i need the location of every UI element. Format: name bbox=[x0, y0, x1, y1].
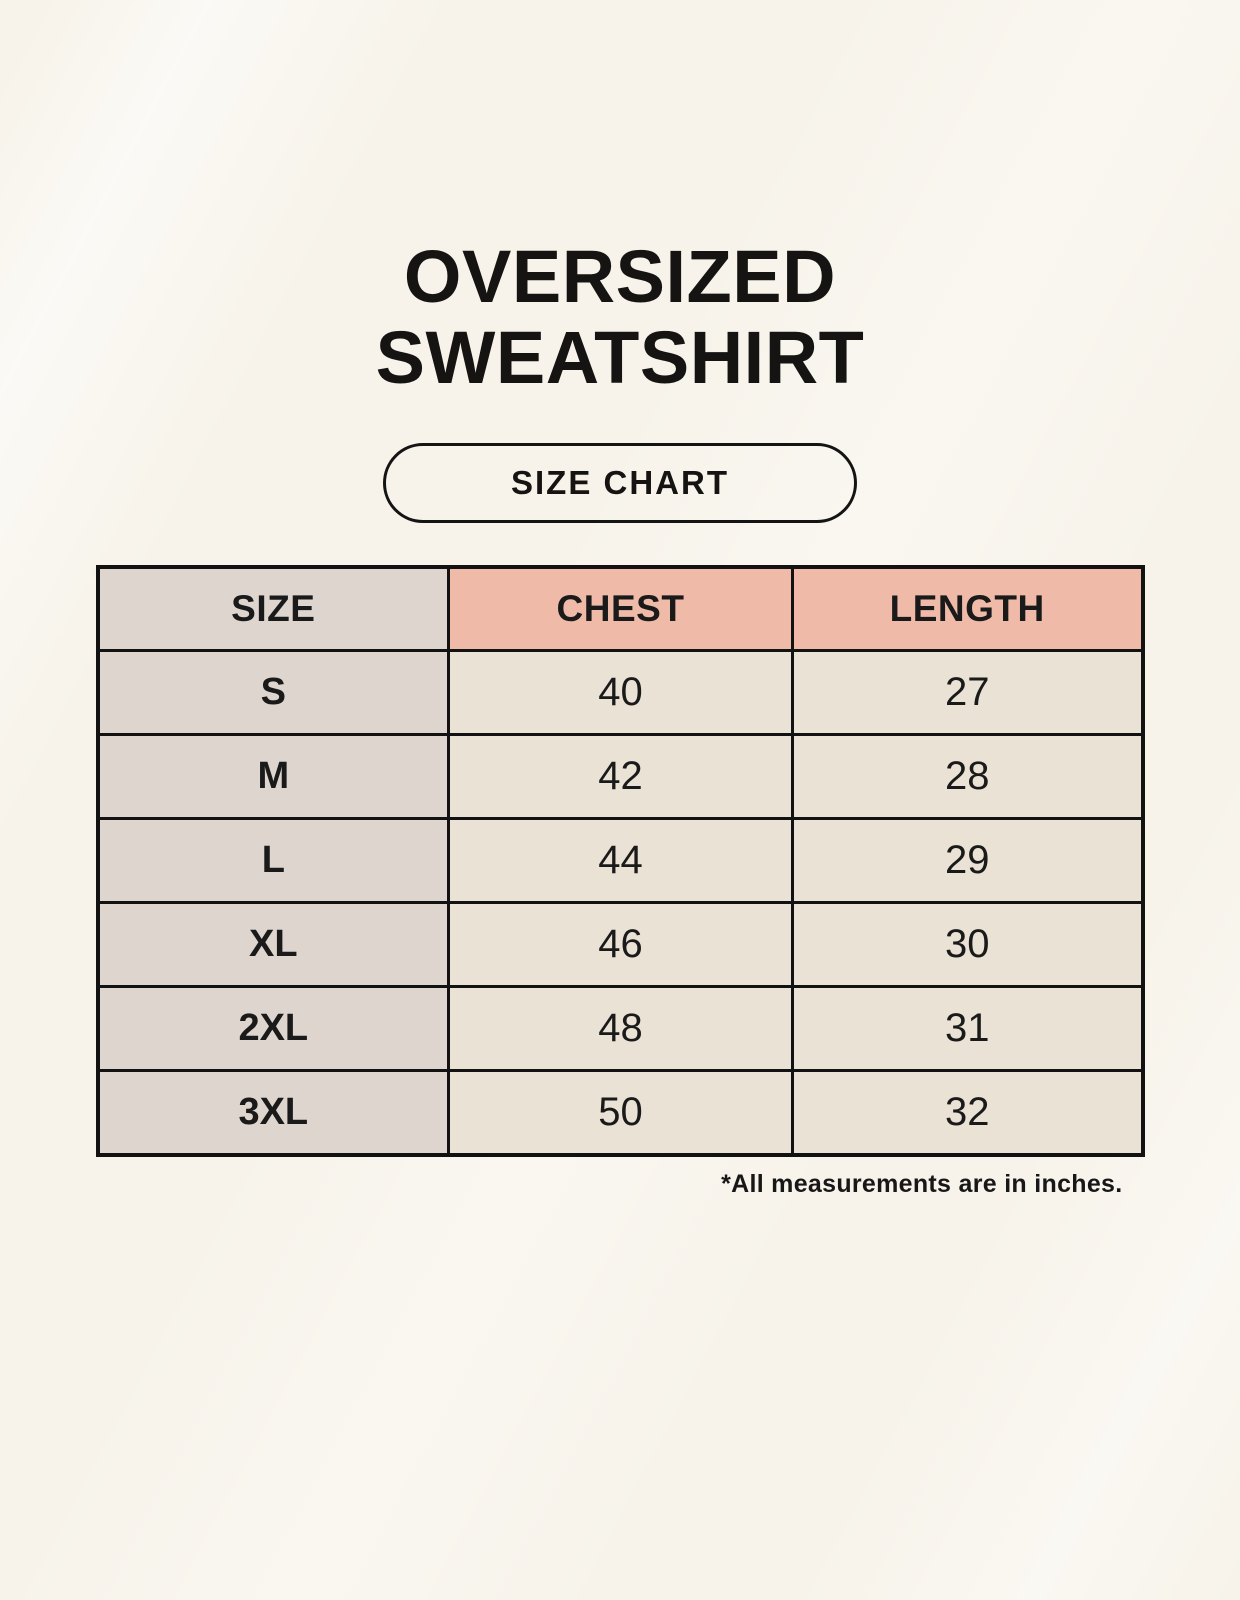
column-header-length: LENGTH bbox=[790, 565, 1145, 653]
table-row-s: S 40 27 bbox=[95, 649, 1145, 737]
size-label: L bbox=[95, 817, 451, 905]
size-chart-badge: SIZE CHART bbox=[383, 442, 857, 523]
length-value: 27 bbox=[790, 649, 1145, 737]
size-label: S bbox=[95, 649, 451, 737]
product-title: OVERSIZED SWEATSHIRT bbox=[0, 236, 1240, 399]
table-row-m: M 42 28 bbox=[95, 733, 1145, 821]
length-value: 32 bbox=[790, 1069, 1145, 1157]
size-chart-badge-label: SIZE CHART bbox=[511, 463, 729, 501]
length-value: 31 bbox=[790, 985, 1145, 1073]
chest-value: 42 bbox=[447, 733, 794, 821]
size-label: 3XL bbox=[95, 1069, 451, 1157]
table-row-xl: XL 46 30 bbox=[95, 901, 1145, 989]
chest-value: 46 bbox=[447, 901, 794, 989]
product-title-line2: SWEATSHIRT bbox=[375, 316, 865, 400]
chest-value: 40 bbox=[447, 649, 794, 737]
product-title-line1: OVERSIZED bbox=[403, 235, 837, 318]
size-table-header: SIZE CHEST LENGTH bbox=[95, 565, 1145, 653]
table-header-row: SIZE CHEST LENGTH bbox=[95, 565, 1145, 653]
size-label: 2XL bbox=[95, 985, 451, 1073]
chest-value: 44 bbox=[447, 817, 794, 905]
chest-value: 48 bbox=[447, 985, 794, 1073]
title-block: OVERSIZED SWEATSHIRT SIZE CHART bbox=[0, 0, 1240, 523]
chest-value: 50 bbox=[447, 1069, 794, 1157]
size-table: SIZE CHEST LENGTH S 40 27 M 42 28 L 44 2… bbox=[95, 564, 1145, 1157]
length-value: 28 bbox=[790, 733, 1145, 821]
size-table-body: S 40 27 M 42 28 L 44 29 XL 46 30 2XL 48 bbox=[95, 649, 1145, 1157]
size-label: XL bbox=[95, 901, 451, 989]
length-value: 30 bbox=[790, 901, 1145, 989]
measurements-footnote: *All measurements are in inches. bbox=[721, 1169, 1123, 1198]
table-row-3xl: 3XL 50 32 bbox=[95, 1069, 1145, 1157]
column-header-chest: CHEST bbox=[447, 565, 794, 653]
size-label: M bbox=[95, 733, 451, 821]
length-value: 29 bbox=[790, 817, 1145, 905]
column-header-size: SIZE bbox=[95, 565, 451, 653]
table-row-l: L 44 29 bbox=[95, 817, 1145, 905]
table-row-2xl: 2XL 48 31 bbox=[95, 985, 1145, 1073]
